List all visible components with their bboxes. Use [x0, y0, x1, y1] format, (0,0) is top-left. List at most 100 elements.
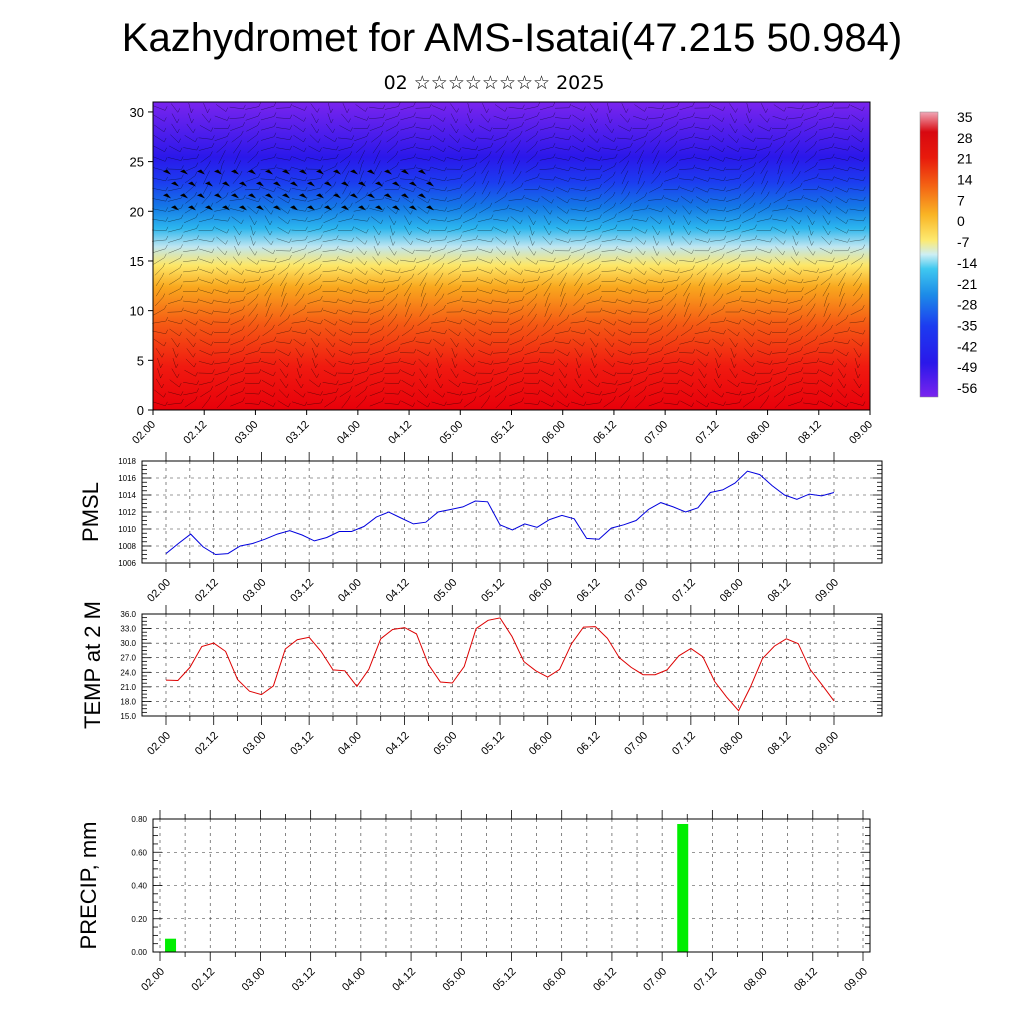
wind-flag	[265, 193, 273, 199]
wind-barb-flag	[336, 298, 339, 303]
wind-barb-flag	[458, 263, 462, 269]
wind-barb-flag	[304, 244, 308, 249]
wind-barb-flag	[274, 175, 277, 181]
x-tick-label: 07.00	[641, 966, 669, 994]
wind-barb-flag	[521, 356, 525, 362]
wind-barb-flag	[537, 268, 540, 273]
wind-barb-flag	[800, 295, 804, 301]
wind-barb-flag	[565, 363, 569, 368]
wind-barb-flag	[719, 272, 723, 278]
wind-barb-flag	[735, 128, 738, 134]
wind-barb	[757, 258, 770, 264]
x-tick-label: 06.00	[541, 966, 569, 994]
wind-barb	[369, 198, 383, 201]
wind-barb	[741, 300, 755, 304]
wind-barb	[602, 309, 615, 315]
wind-barb-flag	[491, 135, 494, 140]
wind-barb	[849, 239, 864, 242]
wind-barb	[760, 184, 767, 195]
wind-barb-flag	[567, 402, 570, 408]
wind-barb-flag	[490, 320, 493, 325]
wind-barb	[834, 238, 848, 243]
wind-barb	[183, 147, 197, 151]
wind-barb	[586, 197, 600, 202]
wind-barb	[773, 104, 785, 112]
wind-barb-flag	[765, 170, 768, 175]
wind-barb	[788, 391, 801, 396]
wind-barb	[634, 104, 645, 112]
wind-barb-flag	[475, 153, 479, 159]
wind-barb-flag	[289, 135, 293, 140]
wind-barb-flag	[347, 180, 350, 186]
wind-barb-flag	[568, 177, 571, 182]
wind-barb-flag	[813, 303, 816, 308]
wind-barb-flag	[491, 226, 494, 231]
wind-barb-flag	[521, 296, 525, 301]
wind-barb	[203, 174, 208, 185]
wind-barb-flag	[661, 296, 664, 301]
wind-barb	[570, 188, 585, 192]
wind-barb-flag	[521, 278, 525, 284]
wind-barb-flag	[522, 113, 525, 118]
wind-barb-flag	[175, 363, 179, 368]
wind-barb-flag	[394, 251, 397, 256]
wind-barb-flag	[614, 309, 618, 315]
wind-barb-flag	[473, 181, 476, 186]
wind-barb-flag	[426, 363, 429, 368]
wind-barb	[338, 239, 352, 243]
wind-barb-flag	[718, 363, 721, 369]
wind-barb-flag	[646, 338, 649, 343]
wind-barb-flag	[721, 393, 725, 398]
wind-barb-flag	[444, 176, 447, 181]
wind-barb	[852, 297, 861, 306]
wind-barb-flag	[410, 210, 413, 215]
wind-barb-flag	[815, 260, 818, 265]
wind-barb-flag	[782, 395, 786, 400]
wind-barb	[648, 339, 662, 346]
wind-barb-flag	[643, 240, 647, 245]
wind-barb-flag	[615, 276, 618, 282]
wind-barb-flag	[769, 248, 773, 254]
wind-barb-flag	[411, 273, 415, 278]
wind-barb	[540, 400, 553, 407]
wind-barb-flag	[627, 395, 630, 400]
wind-barb-flag	[830, 324, 833, 330]
wind-barb	[218, 154, 224, 164]
x-tick-label: 03.00	[233, 419, 261, 447]
wind-barb	[250, 235, 254, 246]
wind-barb	[633, 380, 646, 387]
wind-barb	[741, 239, 755, 242]
precip-bar	[165, 938, 177, 952]
wind-barb	[183, 300, 197, 303]
wind-barb-flag	[333, 181, 337, 186]
wind-barb	[373, 235, 379, 246]
wind-barb-flag	[319, 263, 322, 269]
wind-barb	[556, 216, 568, 224]
wind-barb	[295, 286, 302, 297]
wind-barb	[277, 227, 289, 234]
wind-barb-flag	[367, 298, 370, 303]
wind-barb	[477, 289, 492, 294]
wind-barb	[415, 157, 430, 161]
wind-barb-flag	[739, 307, 742, 313]
wind-barb	[818, 178, 833, 181]
wind-barb	[310, 123, 318, 134]
wind-barb-flag	[318, 331, 322, 337]
wind-barb-flag	[754, 153, 758, 158]
wind-barb-flag	[553, 164, 556, 169]
wind-barb	[403, 286, 411, 297]
wind-barb-flag	[163, 393, 166, 398]
wind-barb	[277, 349, 289, 356]
colorbar-label: -21	[957, 276, 977, 292]
wind-barb-flag	[351, 226, 355, 231]
wind-barb-flag	[599, 156, 602, 161]
wind-barb	[508, 371, 523, 376]
wind-barb	[589, 103, 597, 113]
wind-barb	[835, 349, 847, 357]
wind-barb	[183, 270, 197, 273]
wind-barb-flag	[551, 382, 555, 387]
wind-barb-flag	[212, 135, 215, 140]
wind-barb-flag	[332, 342, 336, 348]
wind-barb-flag	[506, 132, 509, 137]
wind-barb-flag	[829, 273, 833, 278]
